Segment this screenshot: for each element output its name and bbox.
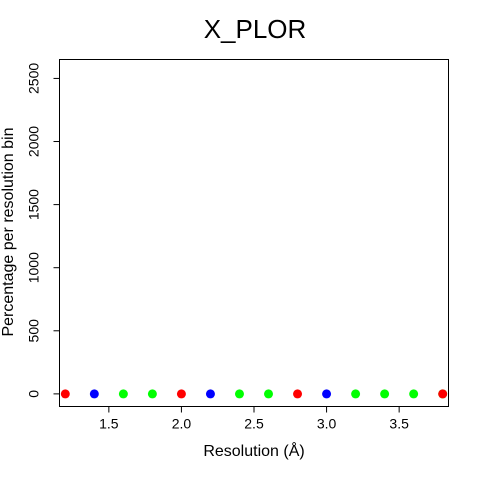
chart-title: X_PLOR	[204, 14, 307, 44]
x-tick-label: 2.0	[172, 416, 192, 432]
y-axis-label: Percentage per resolution bin	[0, 127, 17, 336]
data-point	[293, 389, 303, 399]
data-point	[380, 389, 390, 399]
data-point	[205, 389, 215, 399]
x-tick-label: 3.0	[317, 416, 337, 432]
data-point	[60, 389, 70, 399]
x-tick-label: 1.5	[99, 416, 119, 432]
y-axis: 0 500 1000 1500 2000 2500	[26, 63, 60, 398]
plot-frame	[59, 59, 449, 407]
data-point	[351, 389, 361, 399]
x-tick-label: 3.5	[389, 416, 409, 432]
x-axis-label: Resolution (Å)	[203, 441, 304, 460]
x-axis: 1.5 2.0 2.5 3.0 3.5	[99, 406, 409, 432]
data-point	[264, 389, 274, 399]
data-point	[322, 389, 332, 399]
y-tick-label: 500	[26, 319, 42, 343]
y-tick-label: 0	[26, 390, 42, 398]
data-point	[118, 389, 128, 399]
y-tick-label: 2500	[26, 63, 42, 94]
x-tick-label: 2.5	[244, 416, 264, 432]
data-point	[89, 389, 99, 399]
y-tick-label: 1500	[26, 189, 42, 220]
data-points	[60, 389, 448, 399]
y-tick-label: 1000	[26, 252, 42, 283]
data-point	[409, 389, 419, 399]
data-point	[147, 389, 157, 399]
data-point	[438, 389, 448, 399]
data-point	[176, 389, 186, 399]
y-tick-label: 2000	[26, 126, 42, 157]
data-point	[234, 389, 244, 399]
